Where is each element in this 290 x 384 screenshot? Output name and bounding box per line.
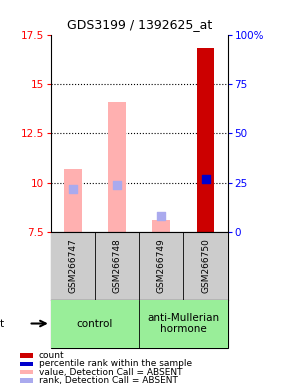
Bar (51, 232, 95, 300)
Bar (183, 232, 228, 300)
Text: percentile rank within the sample: percentile rank within the sample (39, 359, 192, 369)
Bar (153, 220, 170, 232)
Point (115, 182, 119, 188)
Bar (139, 232, 183, 300)
Text: control: control (77, 318, 113, 329)
Text: value, Detection Call = ABSENT: value, Detection Call = ABSENT (39, 368, 182, 377)
Bar (20, 378, 33, 383)
Text: GSM266749: GSM266749 (157, 238, 166, 293)
Bar (51, 300, 139, 348)
Bar (20, 353, 33, 358)
Point (70, 186, 75, 192)
Point (159, 214, 164, 220)
Text: GSM266747: GSM266747 (68, 238, 77, 293)
Text: GSM266748: GSM266748 (113, 238, 122, 293)
Bar (139, 300, 228, 348)
Bar (20, 362, 33, 366)
Bar (64, 169, 82, 232)
Text: count: count (39, 351, 64, 360)
Bar (20, 370, 33, 374)
Text: rank, Detection Call = ABSENT: rank, Detection Call = ABSENT (39, 376, 177, 384)
Text: agent: agent (0, 318, 4, 329)
Text: anti-Mullerian
hormone: anti-Mullerian hormone (147, 313, 220, 334)
Title: GDS3199 / 1392625_at: GDS3199 / 1392625_at (67, 18, 212, 31)
Bar (108, 102, 126, 232)
Text: GSM266750: GSM266750 (201, 238, 210, 293)
Bar (197, 48, 214, 232)
Point (203, 176, 208, 182)
Bar (95, 232, 139, 300)
